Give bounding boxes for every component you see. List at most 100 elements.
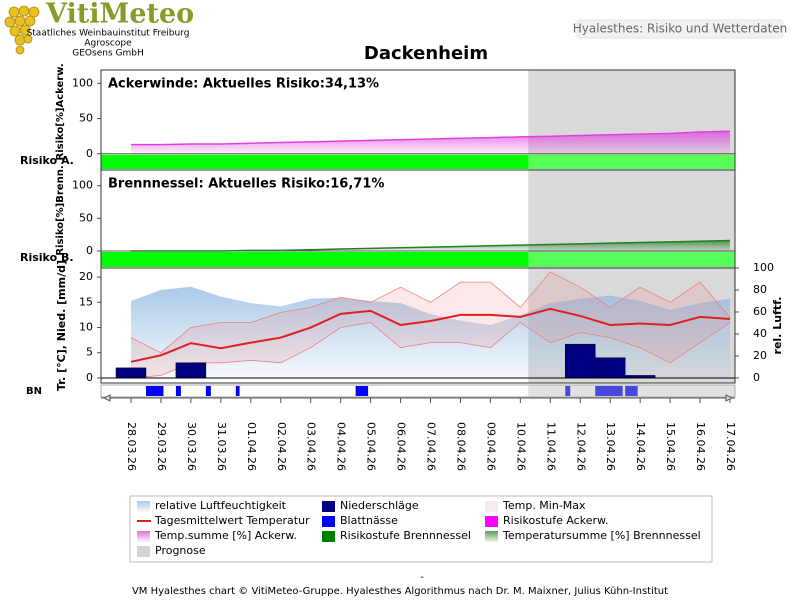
x-tick-label: 06.04.26 [395, 422, 408, 471]
risk-band-prognosis [528, 252, 735, 267]
leaf-wetness-bar [205, 386, 211, 396]
x-tick-label: 31.03.26 [215, 422, 228, 471]
legend-swatch [485, 531, 498, 542]
org-line: Agroscope [84, 39, 132, 49]
x-tick-label: 30.03.26 [185, 422, 198, 471]
y-axis-label: Tr. [°C], Nied. [mm/d] [55, 260, 68, 391]
x-tick-label: 14.04.26 [634, 422, 647, 471]
temp-sum-area [131, 240, 730, 252]
x-tick-label: 09.04.26 [484, 422, 497, 471]
x-tick-label: 17.04.26 [724, 422, 737, 471]
legend-label: Risikostufe Ackerw. [503, 514, 608, 527]
temp-max-line [130, 271, 731, 354]
prognosis-bg [528, 170, 735, 268]
legend-label: Temp. Min-Max [502, 499, 586, 512]
x-tick-label: 28.03.26 [125, 422, 138, 471]
y-tick-label: 0 [86, 371, 93, 384]
x-tick-label: 05.04.26 [365, 422, 378, 471]
legend-swatch [137, 501, 150, 512]
logo-grapes [4, 5, 40, 55]
leaf-wetness-bar [145, 386, 164, 396]
legend-label: relative Luftfeuchtigkeit [155, 499, 287, 512]
y-axis-label: Risiko[%]Brenn. [55, 165, 66, 255]
x-tick-label: 16.04.26 [694, 422, 707, 471]
temp-sum-area [131, 131, 730, 154]
leaf-wetness-bar [355, 386, 369, 396]
y-tick-label: 50 [79, 112, 93, 125]
y-tick-label: 100 [753, 261, 774, 274]
y-tick-label: 80 [753, 283, 767, 296]
panel-label: Brennnessel: Aktuelles Risiko:16,71% [108, 177, 384, 192]
x-tick-label: 07.04.26 [425, 422, 438, 471]
leaf-label: BN [26, 386, 42, 397]
temp-sum-line [131, 130, 731, 146]
y-tick-label: 100 [72, 179, 93, 192]
legend-label: Risikostufe Brennnessel [340, 529, 471, 542]
x-tick-label: 02.04.26 [275, 422, 288, 471]
x-tick-label: 12.04.26 [574, 422, 587, 471]
y-tick-label: 0 [86, 147, 93, 160]
leaf-wetness-bar [235, 386, 240, 396]
risk-band-prognosis [528, 154, 735, 169]
y-tick-label: 0 [753, 371, 760, 384]
x-tick-label: 11.04.26 [544, 422, 557, 471]
leaf-wetness-bar [565, 386, 571, 396]
leaf-wetness-bar [625, 386, 638, 396]
legend-swatch [485, 516, 498, 527]
risk-band [101, 154, 735, 169]
y-tick-label: 100 [72, 76, 93, 89]
separator: - [420, 572, 424, 583]
x-tick-label: 08.04.26 [454, 422, 467, 471]
x-tick-label: 10.04.26 [514, 422, 527, 471]
legend-swatch [485, 501, 498, 512]
legend-swatch [137, 531, 150, 542]
x-tick-label: 13.04.26 [604, 422, 617, 471]
x-tick-label: 01.04.26 [245, 422, 258, 471]
tab-label[interactable]: Hyalesthes: Risiko und Wetterdaten [573, 22, 788, 36]
legend-swatch [322, 501, 335, 512]
risk-label: Risiko A. [20, 154, 74, 167]
temp-min-line [130, 321, 731, 379]
panel-frame [100, 267, 736, 384]
y-tick-label: 20 [79, 270, 93, 283]
risk-label: Risiko B. [20, 251, 74, 264]
leaf-strip [100, 384, 736, 398]
legend-label: Prognose [155, 544, 206, 557]
precipitation-bar [115, 367, 147, 379]
scrollbar[interactable] [101, 394, 735, 402]
tab[interactable] [576, 19, 784, 39]
footer: VM Hyalesthes chart © VitiMeteo-Gruppe. … [132, 586, 668, 597]
org-line: Staatliches Weinbauinstitut Freiburg [27, 29, 190, 39]
org-line: GEOsens GmbH [72, 49, 143, 59]
y-tick-label: 50 [79, 211, 93, 224]
legend-box [129, 495, 713, 563]
legend-label: Temperatursumme [%] Brennnessel [502, 529, 701, 542]
precipitation-bar [594, 357, 626, 379]
leaf-wetness-bar [595, 386, 623, 396]
legend-swatch [322, 516, 335, 527]
y-tick-label: 20 [753, 349, 767, 362]
leaf-wetness-bar [175, 386, 181, 396]
x-tick-label: 29.03.26 [155, 422, 168, 471]
x-tick-label: 15.04.26 [664, 422, 677, 471]
legend-label: Temp.summe [%] Ackerw. [154, 529, 297, 542]
risk-band [101, 252, 735, 267]
legend: relative Luftfeuchtigkeit Niederschläge Te… [137, 499, 701, 557]
legend-swatch [137, 546, 150, 557]
precipitation-bar [175, 362, 207, 379]
temp-mean-line [130, 307, 731, 363]
y-tick-label: 0 [86, 244, 93, 257]
legend-label: Blattnässe [340, 514, 398, 527]
legend-label: Niederschläge [340, 499, 419, 512]
x-tick-label: 03.04.26 [305, 422, 318, 471]
logo-text: VitiMeteo [45, 0, 194, 30]
y-tick-label: 15 [79, 295, 93, 308]
y-tick-label: 5 [86, 346, 93, 359]
temp-sum-line [131, 239, 731, 252]
y-tick-label: 10 [79, 321, 93, 334]
panel-label: Ackerwinde: Aktuelles Risiko:34,13% [108, 77, 379, 92]
precipitation-bar [565, 343, 596, 379]
temp-range-fill [131, 272, 730, 378]
y-axis-label: Risiko[%]Ackerw. [55, 63, 66, 160]
